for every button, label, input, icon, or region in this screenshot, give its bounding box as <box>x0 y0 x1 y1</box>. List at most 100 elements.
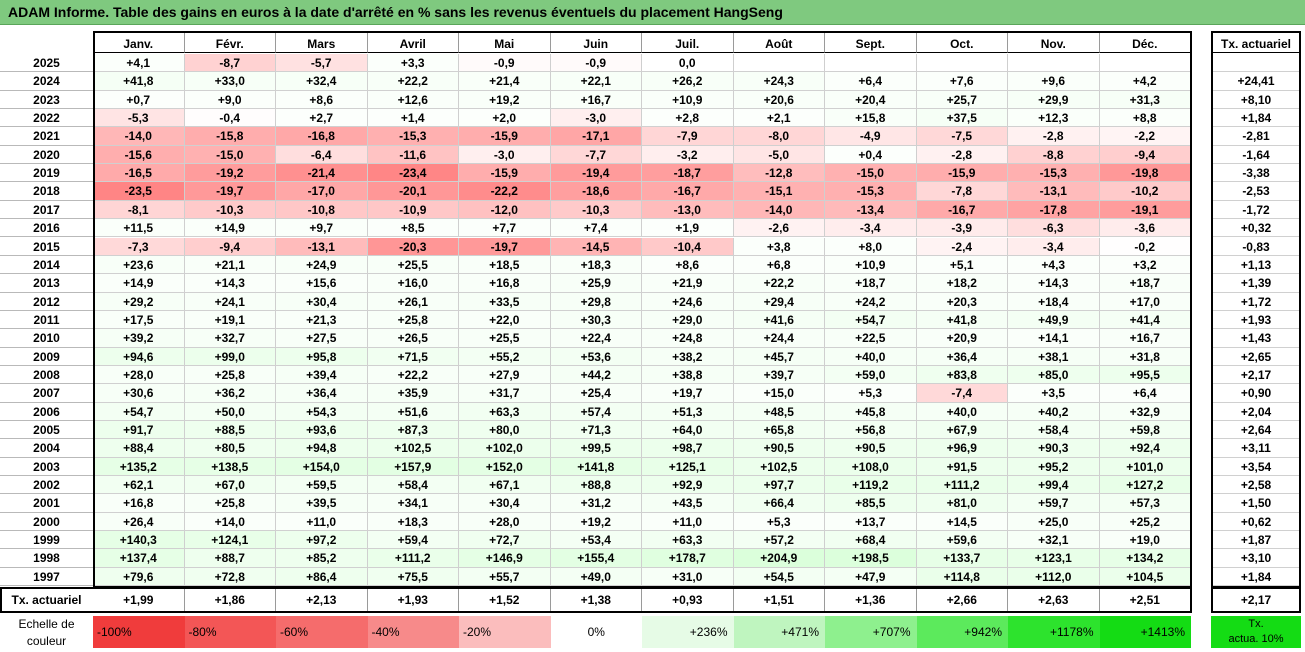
year-label: 2001 <box>0 494 93 513</box>
tx-actuariel-cell: +1,93 <box>1211 311 1301 330</box>
table-cell: -22,2 <box>459 182 551 201</box>
table-cell: +8,8 <box>1099 109 1191 128</box>
table-cell: -0,9 <box>459 54 551 73</box>
table-cell: +20,9 <box>916 329 1008 348</box>
table-cell: +124,1 <box>184 531 276 550</box>
table-cell: +1,9 <box>642 219 734 238</box>
table-cell: +25,8 <box>184 494 276 513</box>
tx-actuariel-cell: +1,13 <box>1211 256 1301 275</box>
year-label: 2013 <box>0 274 93 293</box>
table-cell: +33,5 <box>459 292 551 311</box>
table-cell: +22,5 <box>825 329 917 348</box>
table-cell: +14,9 <box>184 219 276 238</box>
tx-actuariel-cell: +1,50 <box>1211 494 1301 513</box>
footer-cell: +1,99 <box>93 588 185 613</box>
table-cell: +141,8 <box>550 457 642 477</box>
table-cell: -17,8 <box>1008 200 1100 220</box>
tx-actuariel-cell: +24,41 <box>1211 72 1301 91</box>
table-cell: +80,0 <box>459 421 551 440</box>
report-title: ADAM Informe. Table des gains en euros à… <box>0 0 1305 25</box>
table-cell: +14,5 <box>916 512 1008 532</box>
table-cell: +4,3 <box>1008 255 1100 275</box>
table-cell: +138,5 <box>184 457 276 477</box>
table-cell: -15,9 <box>459 127 551 146</box>
table-cell: -13,4 <box>825 200 917 220</box>
year-label: 2019 <box>0 164 93 183</box>
table-cell: +66,4 <box>733 494 825 513</box>
table-cell: +16,7 <box>1099 329 1191 348</box>
table-cell: -19,4 <box>550 164 642 183</box>
table-cell: +17,0 <box>1099 292 1191 311</box>
table-cell: +28,0 <box>93 365 185 385</box>
table-cell: +95,2 <box>1008 457 1100 477</box>
year-label: 2006 <box>0 403 93 421</box>
tx-actuariel-cell: +3,54 <box>1211 458 1301 477</box>
year-label: 2016 <box>0 219 93 238</box>
table-cell: +81,0 <box>916 494 1008 513</box>
table-cell: +59,4 <box>367 531 459 550</box>
month-header-2: Mars <box>276 31 368 53</box>
table-cell: +2,0 <box>459 109 551 128</box>
table-cell: -16,5 <box>93 164 185 183</box>
table-cell: +22,4 <box>550 329 642 348</box>
table-cell: -17,0 <box>276 182 368 201</box>
table-cell: +87,3 <box>367 421 459 440</box>
footer-cell: +2,51 <box>1100 588 1191 613</box>
year-label: 2018 <box>0 182 93 201</box>
legend-stop: +236% <box>642 616 734 648</box>
tx-actuariel-cell: +0,32 <box>1211 219 1301 238</box>
year-label: 2023 <box>0 91 93 110</box>
table-cell: +101,0 <box>1099 457 1191 477</box>
month-header-7: Août <box>733 31 825 53</box>
table-cell: +47,9 <box>825 567 917 587</box>
table-cell: -20,3 <box>367 237 459 256</box>
month-header-9: Oct. <box>916 31 1008 53</box>
table-cell: -7,3 <box>93 237 185 256</box>
table-cell: +22,2 <box>367 365 459 385</box>
table-cell: +31,3 <box>1099 90 1191 110</box>
table-cell: +54,3 <box>276 402 368 421</box>
tx-actuariel-cell: +1,87 <box>1211 531 1301 550</box>
table-cell: -2,4 <box>916 237 1008 256</box>
tx-actuariel-cell: +3,10 <box>1211 549 1301 568</box>
table-cell: +67,0 <box>184 476 276 495</box>
table-cell: +16,0 <box>367 274 459 293</box>
table-cell: +3,8 <box>733 237 825 256</box>
table-cell: -8,8 <box>1008 145 1100 165</box>
table-cell: +71,5 <box>367 347 459 366</box>
table-cell: +24,1 <box>184 292 276 311</box>
table-cell: +88,4 <box>93 439 185 458</box>
table-cell: +88,5 <box>184 421 276 440</box>
legend-stop: -100% <box>93 616 185 648</box>
table-cell: -6,3 <box>1008 219 1100 238</box>
table-cell: +79,6 <box>93 567 185 587</box>
table-cell: +30,3 <box>550 310 642 330</box>
table-cell: -3,2 <box>642 145 734 165</box>
table-cell: +11,0 <box>276 512 368 532</box>
table-cell: +95,8 <box>276 347 368 366</box>
table-cell: +36,4 <box>916 347 1008 366</box>
table-cell: +157,9 <box>367 457 459 477</box>
table-cell: +39,4 <box>276 365 368 385</box>
table-cell: +45,8 <box>825 402 917 421</box>
footer-cell: +2,63 <box>1008 588 1100 613</box>
table-cell: +102,5 <box>733 457 825 477</box>
table-cell: -3,4 <box>825 219 917 238</box>
month-header-11: Déc. <box>1099 31 1191 53</box>
table-cell: +140,3 <box>93 531 185 550</box>
table-cell: +54,7 <box>825 310 917 330</box>
year-label: 2005 <box>0 421 93 440</box>
table-cell: +24,2 <box>825 292 917 311</box>
table-cell: -19,7 <box>184 182 276 201</box>
table-cell: +2,1 <box>733 109 825 128</box>
table-cell: +59,5 <box>276 476 368 495</box>
footer-label: Tx. actuariel <box>11 593 82 608</box>
table-cell: +14,0 <box>184 512 276 532</box>
legend-tx-line1: Tx. <box>1248 618 1264 630</box>
table-cell: +59,7 <box>1008 494 1100 513</box>
table-cell: +51,3 <box>642 402 734 421</box>
table-cell: +40,0 <box>916 402 1008 421</box>
table-cell: +95,5 <box>1099 365 1191 385</box>
table-cell: +18,5 <box>459 255 551 275</box>
table-cell: +43,5 <box>642 494 734 513</box>
